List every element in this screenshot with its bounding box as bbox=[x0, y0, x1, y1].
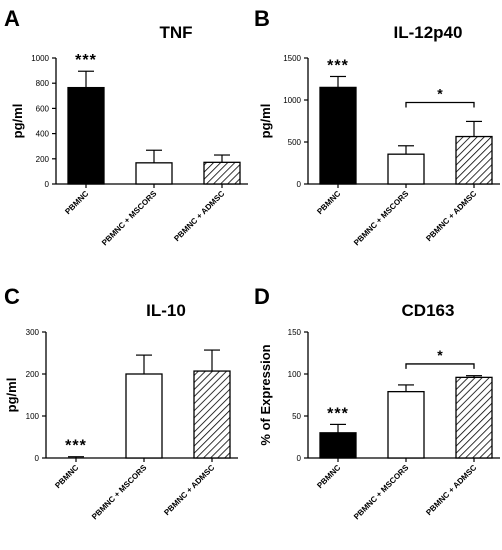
chart-title: TNF bbox=[159, 23, 192, 42]
y-tick-label: 800 bbox=[36, 79, 50, 88]
bar bbox=[455, 376, 493, 459]
plot-area: 0 200 400 600 800 1000 PBMNC *** PBMNC + MSCORS P… bbox=[31, 52, 248, 247]
y-tick-label: 500 bbox=[288, 138, 302, 147]
y-axis-label: pg/ml bbox=[258, 104, 273, 139]
panel-letter: B bbox=[254, 6, 270, 31]
x-tick-label: PBMNC + MSCORS bbox=[352, 463, 411, 522]
x-tick-label: PBMNC bbox=[53, 463, 80, 490]
plot-area: 0 500 1000 1500 PBMNC *** PBMNC + MSCORS PBMNC … bbox=[283, 54, 500, 247]
bar bbox=[455, 135, 493, 185]
comparison-bracket bbox=[405, 363, 475, 369]
y-tick-label: 1500 bbox=[283, 54, 301, 63]
chart-title: CD163 bbox=[402, 301, 455, 320]
panel-letter: C bbox=[4, 284, 20, 309]
x-tick-label: PBMNC + ADMSC bbox=[172, 189, 226, 243]
y-tick-label: 0 bbox=[297, 454, 302, 463]
x-tick-label: PBMNC + MSCORS bbox=[90, 463, 149, 522]
y-tick-label: 400 bbox=[36, 130, 50, 139]
y-tick-label: 200 bbox=[26, 370, 40, 379]
y-tick-label: 300 bbox=[26, 328, 40, 337]
x-tick-label: PBMNC bbox=[63, 189, 90, 216]
y-tick-label: 0 bbox=[35, 454, 40, 463]
bar bbox=[387, 390, 425, 459]
bar bbox=[387, 153, 425, 185]
y-axis-label: pg/ml bbox=[4, 378, 19, 413]
bar bbox=[193, 370, 231, 459]
comparison-label: * bbox=[437, 86, 443, 102]
x-tick-label: PBMNC bbox=[315, 189, 342, 216]
y-tick-label: 0 bbox=[297, 180, 302, 189]
plot-area: 0 100 200 300 PBMNC ***PBMNC + MSCORS PBMNC + … bbox=[26, 328, 238, 521]
panel-d: D CD163 % of Expression 050100150PBMNC**… bbox=[254, 284, 500, 521]
plot-area: 0 50 100 150 PBMNC *** PBMNC + MSCORS PBMNC + A… bbox=[288, 328, 500, 521]
y-tick-label: 1000 bbox=[31, 54, 49, 63]
bar bbox=[319, 432, 357, 459]
bar bbox=[67, 86, 105, 185]
bar bbox=[319, 86, 357, 185]
y-tick-label: 100 bbox=[26, 412, 40, 421]
y-tick-label: 1000 bbox=[283, 96, 301, 105]
significance-label: *** bbox=[327, 405, 349, 422]
comparison-bracket bbox=[405, 101, 475, 108]
y-tick-label: 0 bbox=[45, 180, 50, 189]
panel-letter: D bbox=[254, 284, 270, 309]
y-tick-label: 200 bbox=[36, 155, 50, 164]
bar bbox=[125, 373, 163, 459]
x-tick-label: PBMNC + ADMSC bbox=[162, 463, 216, 517]
comparison-label: * bbox=[437, 347, 443, 363]
x-tick-label: PBMNC + MSCORS bbox=[100, 189, 159, 248]
x-tick-label: PBMNC bbox=[315, 463, 342, 490]
y-tick-label: 150 bbox=[288, 328, 302, 337]
y-tick-label: 50 bbox=[292, 412, 301, 421]
chart-title: IL-10 bbox=[146, 301, 186, 320]
panel-letter: A bbox=[4, 6, 20, 31]
y-axis-label: pg/ml bbox=[10, 104, 25, 139]
bar bbox=[135, 162, 173, 185]
panel-b: B IL-12p40 pg/ml 0 500 1000 1500 PBMNC *** PBM… bbox=[254, 6, 500, 247]
x-tick-label: PBMNC + MSCORS bbox=[352, 189, 411, 248]
y-tick-label: 600 bbox=[36, 104, 50, 113]
y-axis-label: % of Expression bbox=[258, 344, 273, 445]
x-tick-label: PBMNC + ADMSC bbox=[424, 189, 478, 243]
significance-label: *** bbox=[75, 52, 97, 69]
panel-a: A TNF pg/ml 0 200 400 600 800 1000 PBMNC *** PBM… bbox=[4, 6, 248, 247]
significance-label: *** bbox=[327, 57, 349, 74]
bar bbox=[203, 161, 241, 185]
chart-title: IL-12p40 bbox=[394, 23, 463, 42]
y-tick-label: 100 bbox=[288, 370, 302, 379]
x-tick-label: PBMNC + ADMSC bbox=[424, 463, 478, 517]
significance-label: *** bbox=[65, 438, 87, 455]
